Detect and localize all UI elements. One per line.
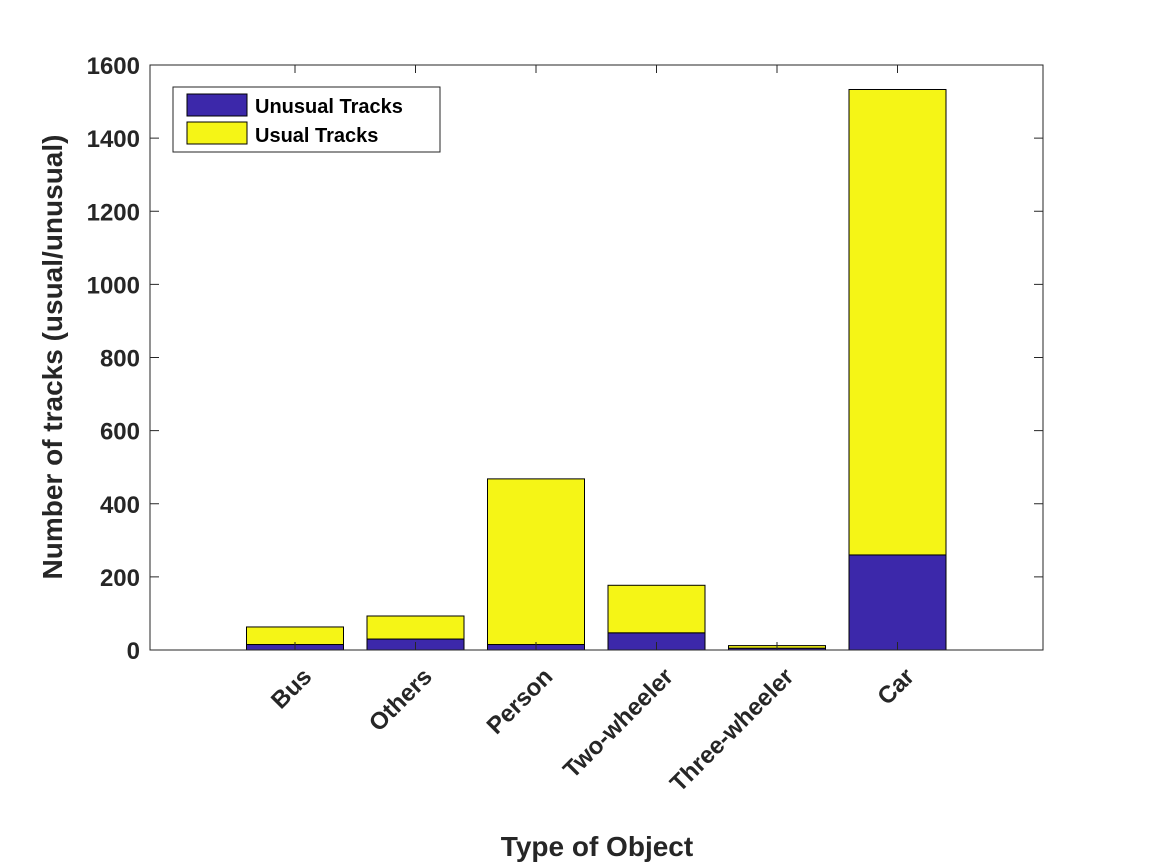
x-tick-label-person: Person — [482, 663, 559, 740]
bar-unusual-car — [848, 554, 947, 651]
bar-usual-two-wheeler — [607, 584, 706, 634]
bar-usual-car — [848, 88, 947, 556]
bar-usual-person — [487, 478, 585, 646]
x-axis-title: Type of Object — [501, 831, 693, 862]
legend-label-usual: Usual Tracks — [255, 125, 378, 147]
legend: Unusual Tracks Usual Tracks — [172, 86, 441, 153]
y-tick-label: 1000 — [87, 272, 140, 299]
y-tick-label: 1600 — [87, 53, 140, 80]
y-tick-label: 1200 — [87, 199, 140, 226]
x-tick-label-two-wheeler: Two-wheeler — [558, 663, 679, 784]
y-tick-label: 200 — [100, 565, 140, 592]
x-tick-label-bus: Bus — [266, 663, 317, 714]
legend-swatch-usual — [186, 121, 248, 145]
legend-label-unusual: Unusual Tracks — [255, 96, 403, 118]
x-tick-label-car: Car — [872, 663, 919, 710]
bar-usual-others — [366, 615, 465, 640]
y-tick-label: 400 — [100, 492, 140, 519]
y-tick-label: 600 — [100, 419, 140, 446]
y-tick-label: 800 — [100, 346, 140, 373]
y-tick-label: 1400 — [87, 126, 140, 153]
bar-usual-bus — [246, 626, 344, 646]
x-tick-label-three-wheeler: Three-wheeler — [665, 663, 799, 797]
plot-frame — [149, 64, 1044, 651]
x-tick-label-others: Others — [364, 663, 438, 737]
y-tick-label: 0 — [127, 638, 140, 665]
y-axis-title: Number of tracks (usual/unusual) — [37, 135, 68, 580]
legend-swatch-unusual — [186, 93, 248, 117]
y-axis-ticks: 0 200 400 600 800 1000 1200 1400 1600 — [87, 53, 1043, 665]
